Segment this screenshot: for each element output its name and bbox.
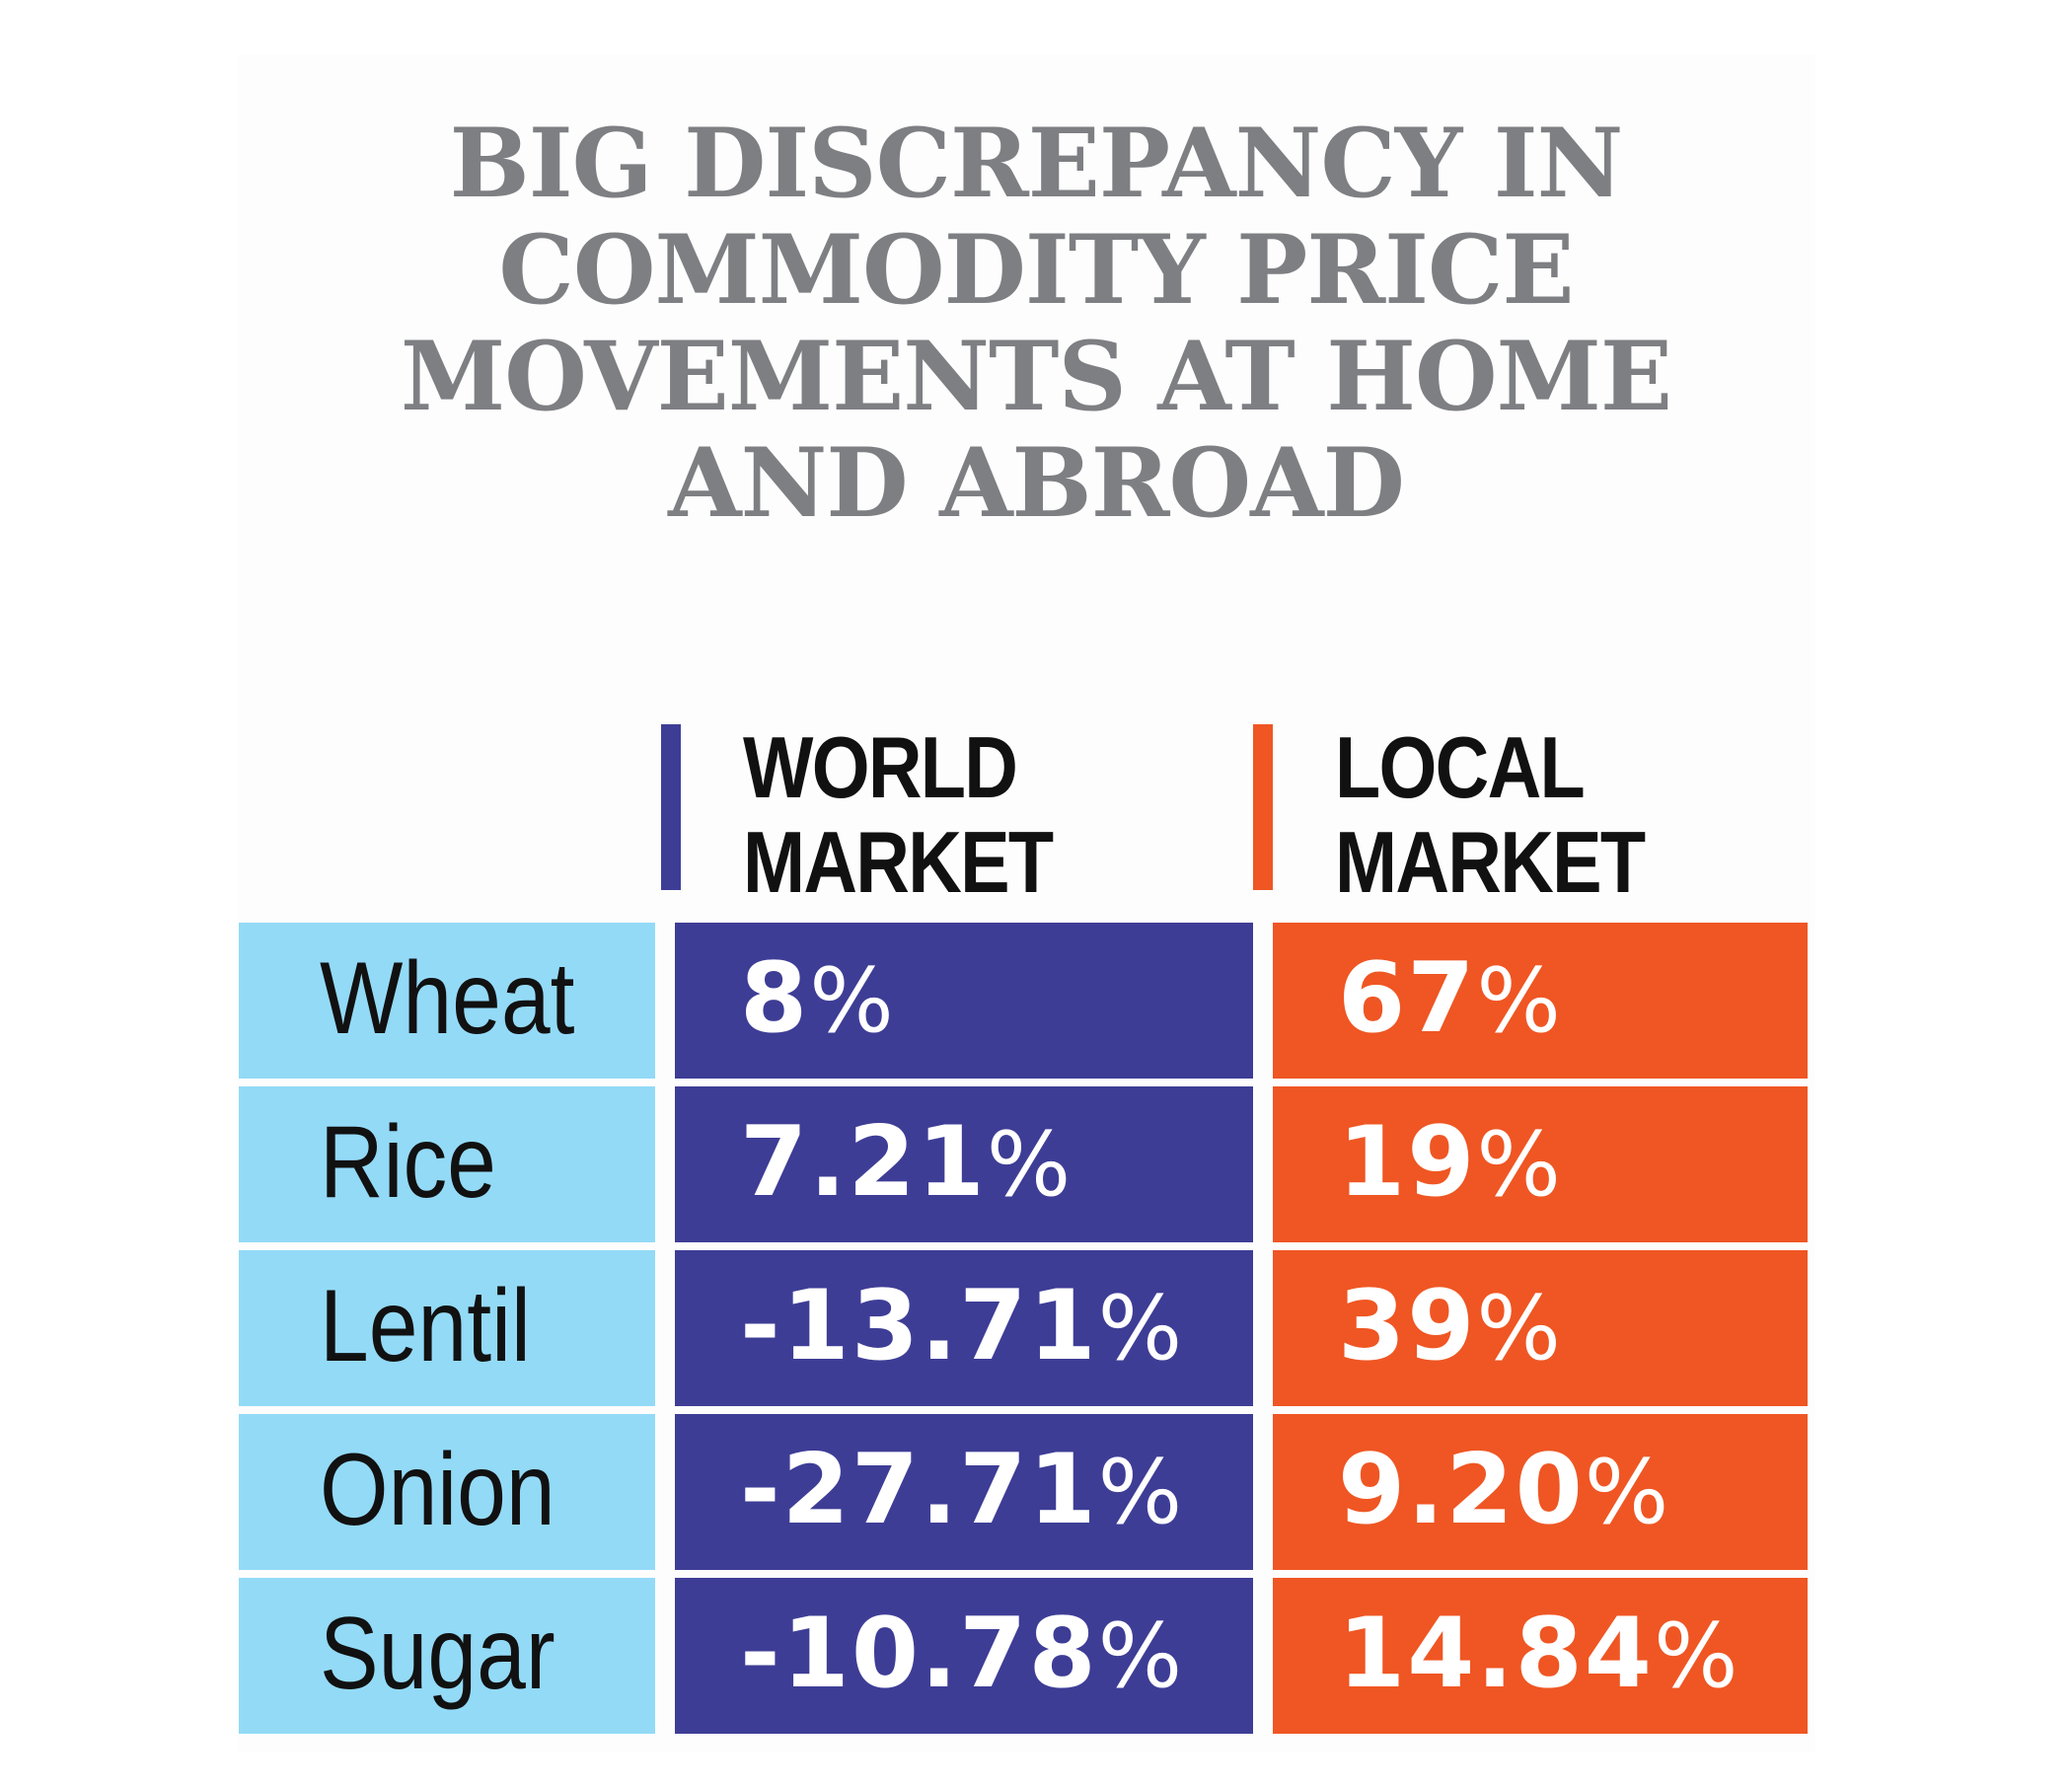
percent-sign: % [1584, 1441, 1669, 1544]
percent-sign: % [1476, 1277, 1561, 1380]
category-cell-sugar: Sugar [239, 1578, 655, 1734]
category-label: Lentil [320, 1269, 531, 1383]
category-cell-wheat: Wheat [239, 923, 655, 1079]
local-value-label: 39% [1338, 1262, 1561, 1393]
world-value-cell-wheat: 8% [675, 923, 1253, 1079]
world-value-cell-sugar: -10.78% [675, 1578, 1253, 1734]
world-value-label: -27.71% [740, 1426, 1182, 1557]
local-value-label: 67% [1338, 934, 1561, 1066]
value-number: -10.78 [740, 1598, 1098, 1710]
local-value-cell-lentil: 39% [1273, 1250, 1808, 1406]
category-label: Sugar [320, 1597, 555, 1711]
world-value-label: -13.71% [740, 1262, 1182, 1393]
local-value-cell-sugar: 14.84% [1273, 1578, 1808, 1734]
value-number: 19 [1338, 1106, 1477, 1219]
value-number: -27.71 [740, 1434, 1098, 1546]
percent-sign: % [809, 949, 894, 1053]
local-value-cell-wheat: 67% [1273, 923, 1808, 1079]
percent-sign: % [1097, 1604, 1183, 1708]
legend-world-swatch [661, 724, 681, 890]
category-label: Onion [320, 1433, 555, 1547]
value-number: 67 [1338, 942, 1477, 1055]
world-value-label: -10.78% [740, 1590, 1182, 1721]
percent-sign: % [1653, 1604, 1739, 1708]
category-label: Rice [320, 1105, 496, 1220]
legend-local-label: LOCAL MARKET [1335, 718, 1646, 911]
local-value-cell-onion: 9.20% [1273, 1414, 1808, 1570]
value-number: 39 [1338, 1270, 1477, 1382]
percent-sign: % [986, 1113, 1072, 1217]
legend-world-label: WORLD MARKET [743, 718, 1054, 911]
percent-sign: % [1476, 1113, 1561, 1217]
percent-sign: % [1476, 949, 1561, 1053]
value-number: -13.71 [740, 1270, 1098, 1382]
category-cell-lentil: Lentil [239, 1250, 655, 1406]
chart-title: BIG DISCREPANCY IN COMMODITY PRICE MOVEM… [400, 108, 1672, 539]
legend-local-swatch [1253, 724, 1273, 890]
world-value-label: 7.21% [740, 1098, 1071, 1230]
value-number: 14.84 [1338, 1598, 1654, 1710]
category-label: Wheat [320, 941, 575, 1056]
value-number: 8 [740, 942, 810, 1055]
percent-sign: % [1097, 1277, 1183, 1380]
world-value-cell-rice: 7.21% [675, 1086, 1253, 1242]
local-value-label: 19% [1338, 1098, 1561, 1230]
world-value-cell-onion: -27.71% [675, 1414, 1253, 1570]
local-value-label: 14.84% [1338, 1590, 1739, 1721]
category-cell-rice: Rice [239, 1086, 655, 1242]
world-value-cell-lentil: -13.71% [675, 1250, 1253, 1406]
local-value-label: 9.20% [1338, 1426, 1668, 1557]
category-cell-onion: Onion [239, 1414, 655, 1570]
value-number: 9.20 [1338, 1434, 1585, 1546]
world-value-label: 8% [740, 934, 894, 1066]
value-number: 7.21 [740, 1106, 987, 1219]
local-value-cell-rice: 19% [1273, 1086, 1808, 1242]
percent-sign: % [1097, 1441, 1183, 1544]
